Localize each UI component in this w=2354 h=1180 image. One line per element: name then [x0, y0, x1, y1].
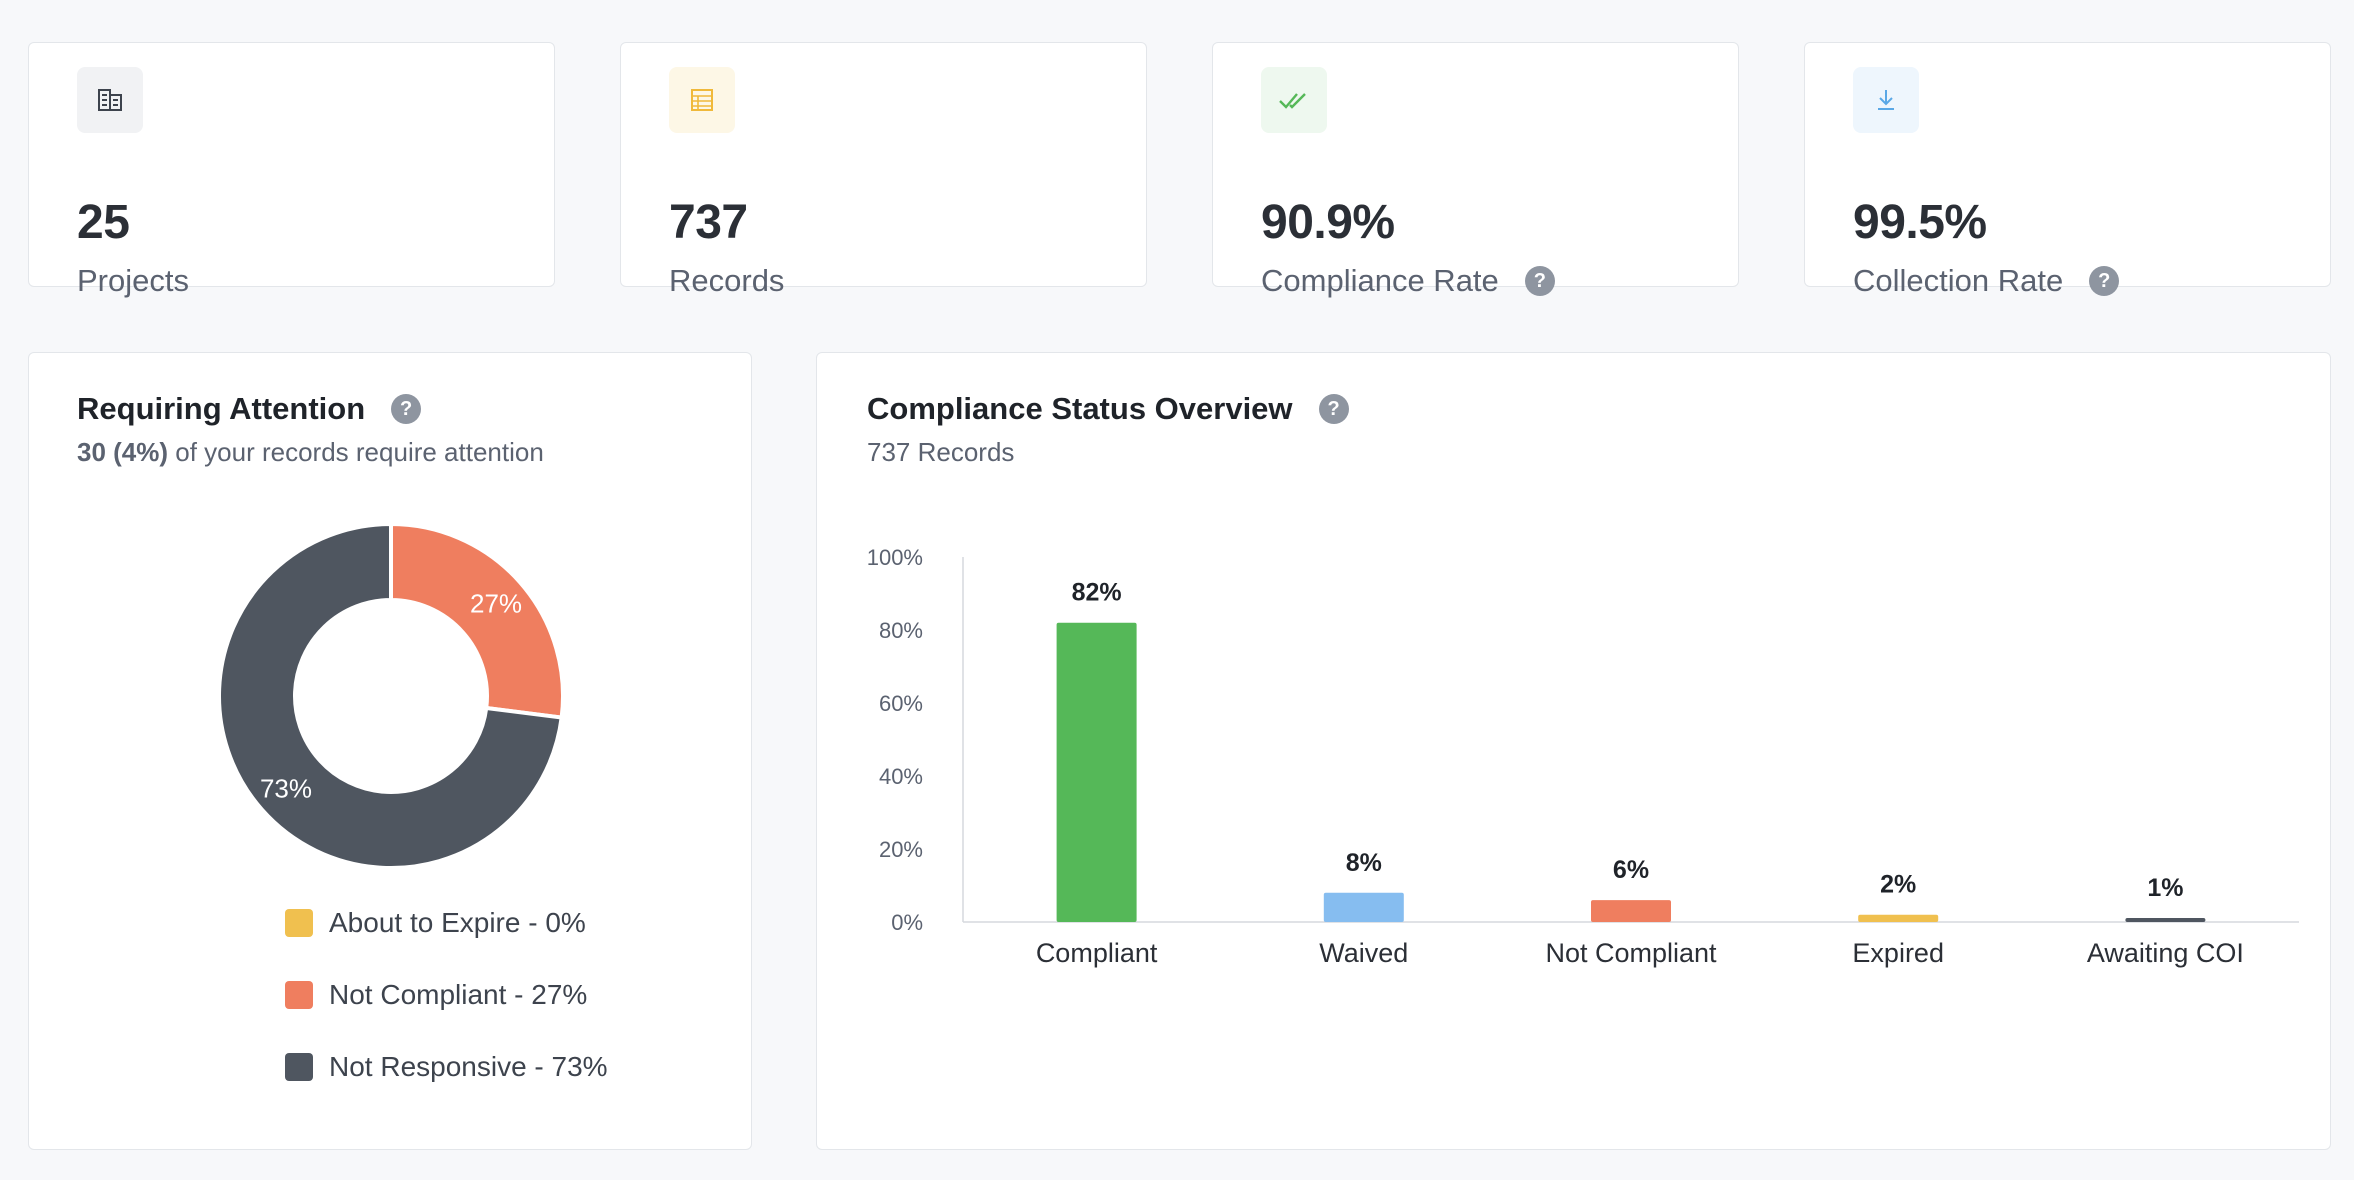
y-tick-label: 100%	[867, 545, 923, 570]
records-label: Records	[669, 263, 785, 298]
help-icon[interactable]: ?	[2089, 266, 2120, 296]
compliance-overview-panel: Compliance Status Overview ? 737 Records…	[816, 352, 2331, 1150]
collection-rate-label: Collection Rate ?	[1853, 263, 2120, 299]
bar-value-label: 1%	[2147, 874, 2183, 902]
donut-value-label: 73%	[260, 774, 312, 804]
collection-rate-card[interactable]: 99.5% Collection Rate ?	[1804, 42, 2331, 298]
bar-awaiting-coi[interactable]	[2125, 918, 2206, 922]
records-card[interactable]: 737 Records	[620, 42, 1147, 298]
legend-swatch	[285, 981, 313, 1009]
x-tick-label: Waived	[1319, 938, 1408, 968]
bar-value-label: 2%	[1880, 871, 1916, 899]
collection-rate-value: 99.5%	[1853, 196, 1987, 249]
bar-value-label: 82%	[1072, 579, 1122, 607]
x-tick-label: Compliant	[1036, 938, 1158, 968]
x-tick-label: Not Compliant	[1545, 938, 1717, 968]
x-tick-label: Expired	[1852, 938, 1944, 968]
projects-value: 25	[77, 196, 130, 249]
attention-subtitle: 30 (4%) of your records require attentio…	[77, 437, 544, 467]
compliance-rate-label: Compliance Rate ?	[1261, 263, 1555, 299]
table-icon	[669, 67, 735, 133]
y-tick-label: 0%	[891, 910, 923, 935]
donut-value-label: 27%	[470, 588, 522, 618]
double-check-icon	[1261, 67, 1327, 133]
legend-not-responsive[interactable]: Not Responsive - 73%	[285, 1051, 608, 1083]
legend-not-compliant[interactable]: Not Compliant - 27%	[285, 979, 587, 1011]
attention-donut-chart: 27% 73%	[217, 521, 565, 870]
legend-swatch	[285, 1053, 313, 1081]
legend-swatch	[285, 909, 313, 937]
requiring-attention-panel: Requiring Attention ? 30 (4%) of your re…	[28, 352, 752, 1150]
bar-compliant[interactable]	[1056, 622, 1137, 922]
overview-title: Compliance Status Overview ?	[867, 391, 1349, 427]
overview-subtitle: 737 Records	[867, 437, 1015, 467]
y-tick-label: 20%	[879, 837, 923, 862]
records-value: 737	[669, 196, 748, 249]
donut-slice-not-responsive[interactable]	[217, 521, 564, 870]
bar-value-label: 6%	[1613, 856, 1649, 884]
y-tick-label: 80%	[879, 618, 923, 643]
legend-about-to-expire[interactable]: About to Expire - 0%	[285, 907, 586, 939]
compliance-rate-value: 90.9%	[1261, 196, 1395, 249]
bar-not-compliant[interactable]	[1591, 900, 1671, 922]
bar-expired[interactable]	[1858, 914, 1939, 922]
help-icon[interactable]: ?	[391, 394, 422, 424]
help-icon[interactable]: ?	[1318, 394, 1349, 424]
x-tick-label: Awaiting COI	[2087, 938, 2244, 968]
y-tick-label: 60%	[879, 691, 923, 716]
y-tick-label: 40%	[879, 764, 923, 789]
projects-card[interactable]: 25 Projects	[28, 42, 555, 298]
building-icon	[77, 67, 143, 133]
help-icon[interactable]: ?	[1524, 266, 1555, 296]
compliance-bar-chart: 0% 20% 40% 60% 80% 100% 82% Compliant 8% Waived 6%…	[867, 545, 2299, 968]
projects-label: Projects	[77, 263, 189, 298]
donut-slice-not-compliant[interactable]	[389, 521, 565, 720]
attention-title: Requiring Attention ?	[77, 391, 422, 427]
compliance-rate-card[interactable]: 90.9% Compliance Rate ?	[1212, 42, 1739, 298]
download-icon	[1853, 67, 1919, 133]
bar-value-label: 8%	[1346, 849, 1382, 877]
bar-waived[interactable]	[1323, 892, 1404, 922]
